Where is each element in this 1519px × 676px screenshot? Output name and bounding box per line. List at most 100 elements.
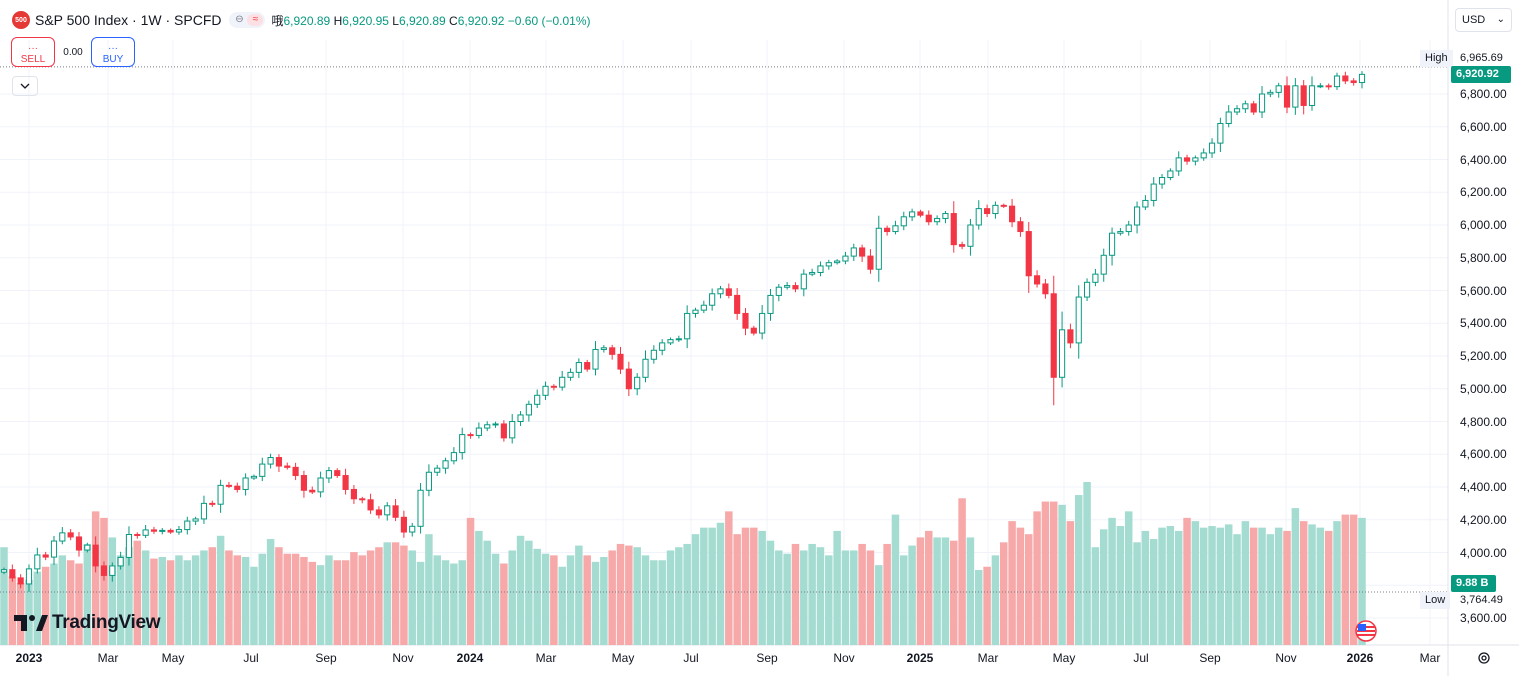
candle-body xyxy=(350,488,357,500)
candle-body xyxy=(1283,85,1291,108)
candle-body xyxy=(1175,157,1182,172)
candle-body xyxy=(734,294,741,314)
volume-bar xyxy=(916,537,925,645)
volume-bar xyxy=(1091,547,1100,645)
candle-body xyxy=(100,565,108,576)
minus-circle-icon[interactable]: ⊖ xyxy=(235,14,244,25)
candle-body xyxy=(1150,183,1157,201)
volume-bar xyxy=(866,550,875,645)
volume-bar xyxy=(1008,521,1016,645)
volume-bar xyxy=(850,550,858,645)
buy-button[interactable]: ··· BUY xyxy=(91,37,135,67)
indicator-toggle-pill[interactable]: ⊖ ≈ xyxy=(229,12,266,28)
volume-bar xyxy=(783,553,791,645)
candle-body xyxy=(667,339,674,344)
time-tick-label: Mar xyxy=(977,651,999,665)
candle-body xyxy=(892,225,899,233)
volume-bar xyxy=(925,530,933,645)
candle-body xyxy=(1300,85,1307,106)
us-market-flag-icon[interactable] xyxy=(1352,620,1382,642)
symbol-title[interactable]: S&P 500 Index · 1W · SPCFD xyxy=(35,12,222,28)
candle-body xyxy=(1017,221,1024,233)
volume-bar xyxy=(716,522,725,645)
candle-body xyxy=(534,394,541,405)
time-tick-label: May xyxy=(161,651,185,665)
candle-body xyxy=(725,288,732,296)
candle-body xyxy=(1192,157,1199,162)
volume-bar xyxy=(1141,530,1150,645)
candle-body xyxy=(59,532,66,542)
candle-body xyxy=(717,288,724,295)
sell-button[interactable]: ··· SELL xyxy=(11,37,55,67)
time-tick-label: Jul xyxy=(683,651,699,665)
currency-label: USD xyxy=(1462,14,1486,26)
candle-body xyxy=(1125,224,1132,233)
candle-body xyxy=(1067,329,1074,344)
candle-body xyxy=(692,309,699,314)
candle-body xyxy=(984,208,991,215)
candle-body xyxy=(67,532,74,538)
chevron-down-icon xyxy=(20,83,30,89)
volume-bar xyxy=(158,556,167,645)
candle-body xyxy=(242,477,249,490)
candle-body xyxy=(1200,152,1207,159)
candle-body xyxy=(1258,93,1266,113)
volume-bar xyxy=(591,561,600,645)
settings-gear-icon[interactable] xyxy=(1476,650,1492,666)
volume-bar xyxy=(1058,504,1066,645)
candle-body xyxy=(859,247,866,257)
candle-body xyxy=(159,529,166,532)
low-label: L xyxy=(392,13,399,28)
candle-body xyxy=(900,216,907,227)
buy-price-dots: ··· xyxy=(108,43,118,54)
candle-body xyxy=(84,544,91,551)
currency-select[interactable]: USD ⌄ xyxy=(1455,8,1512,32)
volume-bar xyxy=(483,540,491,645)
volume-bar xyxy=(491,553,500,645)
volume-bar xyxy=(1066,521,1075,645)
volume-bar xyxy=(1099,529,1108,645)
candle-body xyxy=(1050,293,1057,378)
volume-bar xyxy=(133,540,142,645)
chevron-down-icon: ⌄ xyxy=(1496,14,1505,25)
candle-body xyxy=(875,227,882,270)
time-axis[interactable]: 2023 Mar May Jul Sep Nov 2024 Mar May Jul Sep Nov 20… xyxy=(0,645,1448,675)
candle-body xyxy=(650,349,657,360)
price-tick-label: 4,400.00 xyxy=(1460,480,1507,494)
candle-body xyxy=(917,211,924,216)
approx-icon[interactable]: ≈ xyxy=(247,14,264,26)
candle-body xyxy=(225,484,233,487)
tradingview-logo-icon xyxy=(14,615,48,631)
time-tick-label: May xyxy=(1052,651,1076,665)
candle-body xyxy=(484,424,491,429)
candle-body xyxy=(417,489,424,527)
tradingview-logo[interactable]: TradingView xyxy=(14,612,161,634)
candle-body xyxy=(775,286,782,296)
price-tick-label: 4,600.00 xyxy=(1460,447,1507,462)
volume-bar xyxy=(558,566,566,645)
collapse-legend-button[interactable] xyxy=(12,76,38,96)
price-tick-label: 3,600.00 xyxy=(1460,611,1507,625)
candle-body xyxy=(1142,199,1149,208)
volume-bar xyxy=(0,547,8,645)
candle-body xyxy=(184,520,191,531)
candle-body xyxy=(550,385,557,388)
candle-body xyxy=(942,213,949,219)
time-tick-label: May xyxy=(611,651,635,665)
volume-bar xyxy=(1291,508,1300,645)
volume-bar xyxy=(566,555,575,645)
candle-body xyxy=(1225,111,1232,124)
candle-body xyxy=(1092,273,1099,283)
candle-body xyxy=(500,423,507,439)
close-label: C xyxy=(449,13,458,28)
candle-body xyxy=(259,463,266,477)
price-tick-label: 4,000.00 xyxy=(1460,545,1507,560)
volume-bar xyxy=(250,566,258,645)
volume-bar xyxy=(141,550,150,645)
volume-bar xyxy=(1024,534,1033,645)
time-tick-label: 2025 xyxy=(906,651,934,665)
time-tick-label: 2026 xyxy=(1346,651,1374,665)
last-price-tag: 6,920.92 xyxy=(1451,66,1511,83)
volume-bar xyxy=(233,555,242,645)
